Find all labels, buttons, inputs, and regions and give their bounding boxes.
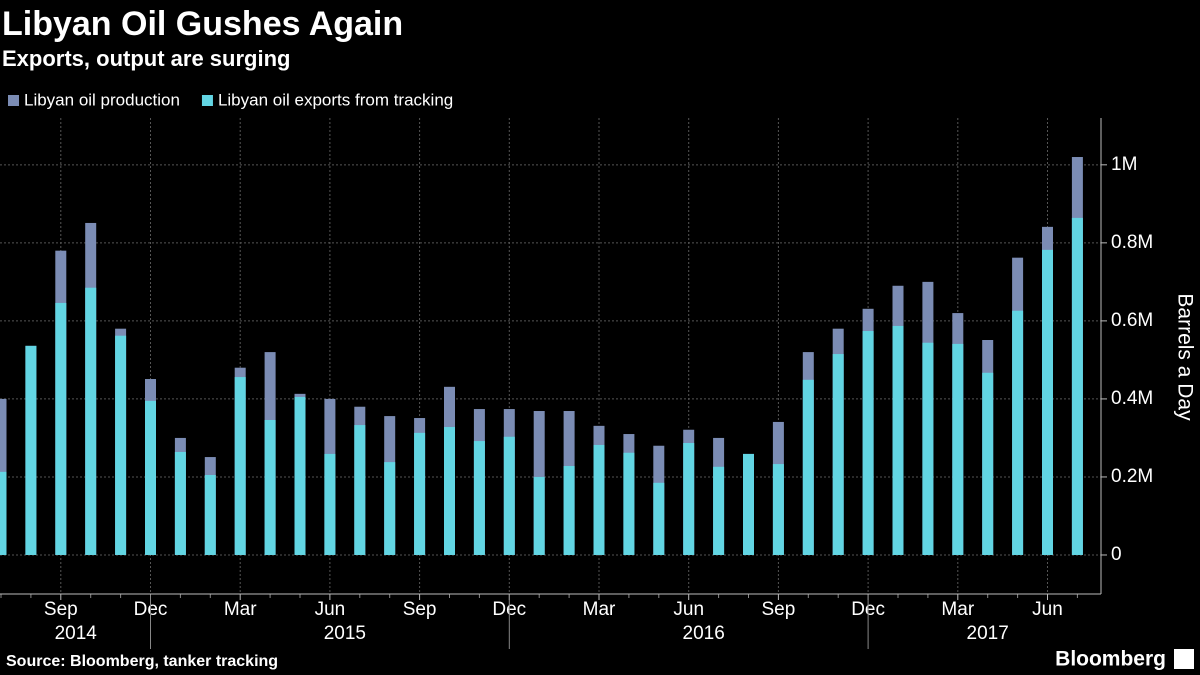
- source: Source: Bloomberg, tanker tracking: [6, 653, 278, 670]
- y-tick-label: 1M: [1111, 154, 1137, 175]
- legend-label: Libyan oil production: [24, 90, 180, 109]
- bar: [264, 419, 276, 555]
- bar: [145, 400, 156, 555]
- x-tick-label: Mar: [941, 599, 974, 620]
- bar: [1042, 249, 1053, 555]
- x-tick-label: Mar: [583, 599, 616, 620]
- bar: [384, 462, 396, 555]
- x-tick-label: Jun: [315, 599, 346, 620]
- bar: [743, 453, 754, 555]
- year-label: 2014: [55, 623, 98, 644]
- bar: [204, 475, 216, 555]
- bar: [1071, 217, 1083, 555]
- y-tick-label: 0.6M: [1111, 310, 1153, 331]
- legend-swatch: [8, 95, 19, 106]
- bar: [324, 453, 336, 555]
- bar: [115, 335, 127, 555]
- bar: [982, 372, 994, 555]
- y-tick-label: 0.4M: [1111, 388, 1153, 409]
- bar: [85, 287, 97, 555]
- legend-label: Libyan oil exports from tracking: [218, 90, 453, 109]
- bar: [653, 482, 665, 555]
- bar: [503, 436, 515, 555]
- year-label: 2016: [683, 623, 725, 644]
- bar: [533, 476, 545, 555]
- chart-title: Libyan Oil Gushes Again: [2, 5, 403, 43]
- x-tick-label: Sep: [403, 599, 437, 620]
- x-tick-label: Sep: [44, 599, 78, 620]
- bar: [55, 302, 67, 555]
- bar: [713, 466, 725, 555]
- bar: [354, 425, 366, 555]
- y-tick-label: 0: [1111, 544, 1122, 565]
- bar: [862, 331, 874, 555]
- brand: Bloomberg: [1055, 648, 1166, 671]
- bar: [563, 466, 575, 555]
- bar: [623, 452, 635, 555]
- bar: [0, 471, 7, 555]
- bar: [174, 451, 186, 555]
- y-axis-label: Barrels a Day: [1173, 293, 1196, 421]
- bar: [294, 396, 306, 555]
- bar: [802, 379, 814, 555]
- year-label: 2017: [967, 623, 1009, 644]
- bar: [832, 354, 844, 555]
- bar: [952, 343, 964, 555]
- x-tick-label: Sep: [761, 599, 795, 620]
- brand-icon: [1174, 649, 1194, 669]
- bar: [473, 441, 485, 555]
- bar: [1012, 310, 1024, 555]
- bar: [25, 345, 37, 555]
- bar: [772, 464, 784, 555]
- bar: [234, 377, 246, 555]
- y-tick-label: 0.8M: [1111, 232, 1153, 253]
- bar: [444, 427, 455, 555]
- bar: [922, 342, 934, 555]
- bar: [892, 325, 904, 555]
- chart-subtitle: Exports, output are surging: [2, 46, 290, 71]
- bar: [683, 443, 695, 555]
- x-tick-label: Jun: [673, 599, 704, 620]
- x-tick-label: Mar: [224, 599, 257, 620]
- y-tick-label: 0.2M: [1111, 466, 1153, 487]
- bar: [414, 432, 426, 555]
- year-label: 2015: [324, 623, 366, 644]
- x-tick-label: Jun: [1032, 599, 1063, 620]
- bar: [593, 444, 605, 555]
- legend-swatch: [201, 95, 213, 106]
